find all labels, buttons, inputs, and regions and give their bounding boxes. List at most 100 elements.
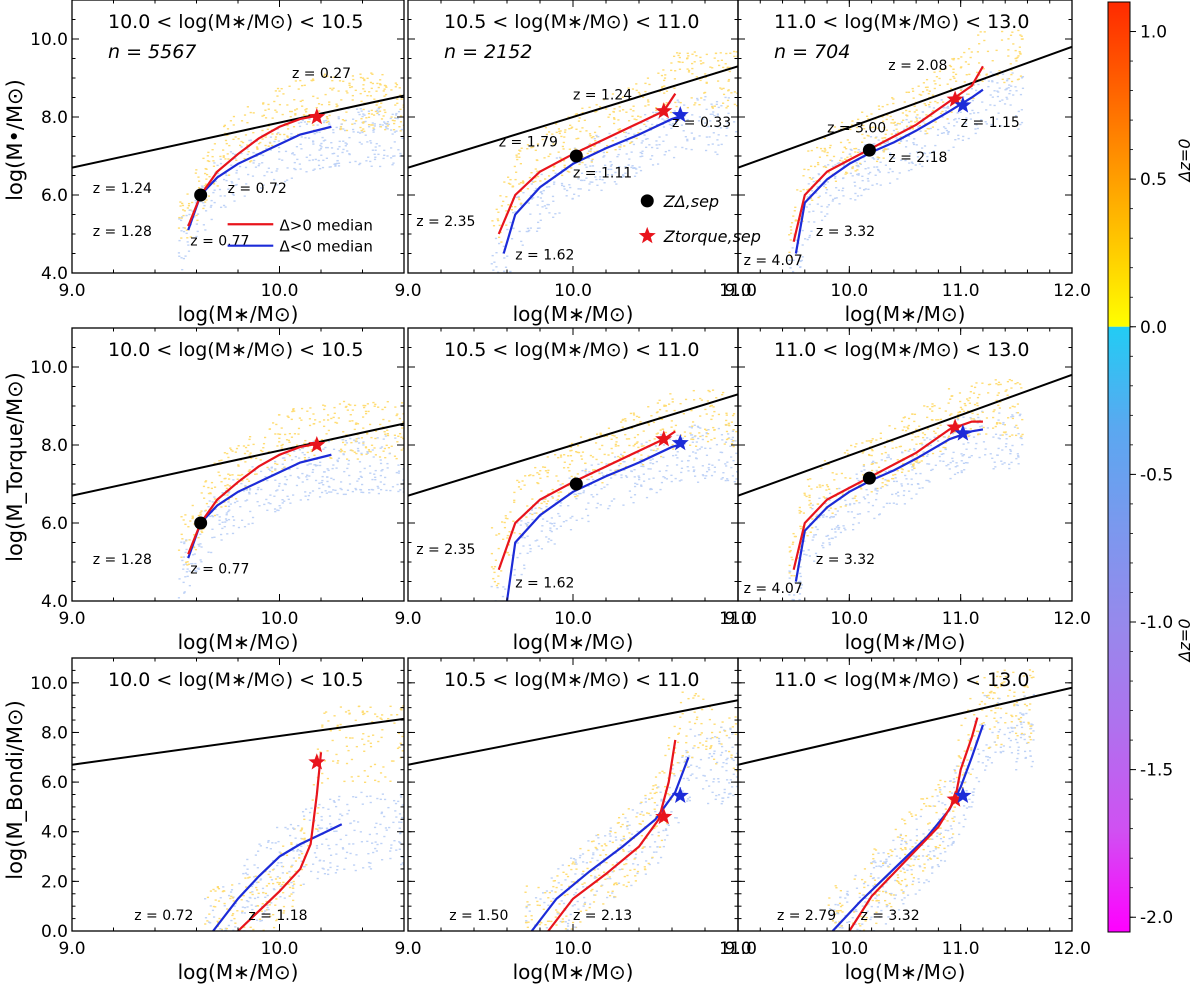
blue-median-line: [502, 113, 686, 254]
colorbar-tick-label: -1.0: [1140, 613, 1173, 633]
z-torque-sep-star: [946, 418, 964, 435]
red-median-line: [547, 739, 677, 931]
blue-sep-star: [954, 424, 972, 441]
row-ylabel-3: log(M_Bondi/M⊙): [3, 700, 28, 880]
redshift-annotation: z = 1.24: [93, 181, 152, 197]
panel-title: 11.0 < log(M∗/M⊙) < 13.0: [774, 11, 1029, 33]
legend-star-label: Ztorque,sep: [663, 227, 761, 246]
x-tick-label: 10.0: [261, 281, 299, 301]
redshift-annotation: z = 2.18: [888, 150, 947, 166]
redshift-annotation: z = 2.35: [416, 542, 475, 558]
redshift-annotation: z = 4.07: [744, 253, 803, 269]
panel-r1c1: z = 2.35 z = 1.62 9.0 10.0 11.0 log(M∗/M⊙) 10.…: [394, 327, 757, 654]
legend-blue-label: Δ<0 median: [280, 238, 373, 256]
blue-median-line: [831, 724, 984, 931]
z-torque-sep-star: [308, 753, 326, 770]
x-tick-label: 9.0: [724, 609, 751, 629]
legend: Δ>0 median Δ<0 median: [227, 216, 373, 256]
z-torque-sep-star: [655, 102, 673, 119]
y-tick-label: 0.0: [41, 922, 68, 942]
y-tick-label: 6.0: [41, 186, 68, 206]
x-tick-label: 9.0: [724, 939, 751, 959]
y-tick-label: 4.0: [41, 264, 68, 284]
plot-area: z = 2.35 z = 1.62: [408, 389, 738, 601]
x-tick-label: 10.0: [830, 281, 868, 301]
panel-title: 11.0 < log(M∗/M⊙) < 13.0: [774, 339, 1029, 361]
x-axis-label: log(M∗/M⊙): [513, 630, 634, 654]
plot-area: z = 3.32 z = 4.07: [738, 373, 1072, 601]
blue-median-line: [212, 823, 343, 931]
z-torque-sep-star: [308, 108, 326, 125]
y-tick-label: 4.0: [41, 823, 68, 843]
x-tick-label: 10.0: [830, 939, 868, 959]
red-median-line: [792, 420, 983, 571]
panel-frame: [71, 657, 405, 932]
particle-cloud: [177, 400, 404, 599]
x-tick-label: 9.0: [394, 609, 421, 629]
colorbar-frame: [1107, 1, 1131, 933]
z-delta-sep-dot: [194, 516, 208, 530]
blue-median-line: [530, 756, 690, 931]
red-median-line: [848, 717, 979, 931]
x-axis-label: log(M∗/M⊙): [513, 302, 634, 326]
colorbar-tick-label: -1.5: [1140, 761, 1173, 781]
plot-area: z = 1.24 z = 1.79 z = 0.33 z = 1.11 z = 2.35…: [408, 50, 738, 273]
redshift-annotation: z = 1.28: [93, 224, 152, 240]
row-ylabel-1: log(M•/M⊙): [3, 79, 27, 201]
redshift-annotation: z = 2.13: [573, 908, 632, 924]
reference-line: [738, 373, 1072, 497]
x-tick-label: 10.0: [261, 609, 299, 629]
panel-title: 10.0 < log(M∗/M⊙) < 10.5: [108, 339, 363, 361]
panel-title: 10.0 < log(M∗/M⊙) < 10.5: [108, 11, 363, 33]
panel-r0c2: z = 2.08 z = 3.00 z = 1.15 z = 2.18 z = 3.32…: [724, 0, 1091, 326]
redshift-annotation: z = 3.32: [816, 552, 875, 568]
ticks: [737, 327, 1073, 602]
x-axis-label: log(M∗/M⊙): [845, 302, 966, 326]
z-delta-sep-dot: [569, 149, 583, 163]
blue-sep-star: [671, 106, 689, 123]
z-torque-sep-star: [655, 430, 673, 447]
legend-dot-label: ZΔ,sep: [663, 192, 719, 211]
legend: ZΔ,sep Ztorque,sep: [638, 192, 761, 246]
colorbar-label-top: Δz=0: [1175, 139, 1194, 184]
x-tick-label: 10.0: [261, 939, 299, 959]
panel-r1c2: z = 3.32 z = 4.07 9.0 10.0 11.0 12.0 log(M∗/M⊙…: [724, 327, 1091, 654]
y-tick-label: 10.0: [30, 358, 68, 378]
panel-title: 10.5 < log(M∗/M⊙) < 11.0: [444, 11, 699, 33]
x-axis-label: log(M∗/M⊙): [178, 960, 299, 984]
colorbar-tick-label: -0.5: [1140, 465, 1173, 485]
z-torque-sep-star: [946, 90, 964, 107]
particle-cloud: [524, 691, 738, 931]
reference-line: [72, 717, 404, 766]
redshift-annotation: z = 3.32: [816, 224, 875, 240]
redshift-annotation: z = 0.72: [228, 181, 287, 197]
y-tick-label: 4.0: [41, 592, 68, 612]
redshift-annotation: z = 3.00: [827, 121, 886, 137]
redshift-annotation: z = 2.08: [888, 58, 947, 74]
colorbar-tick-label: -2.0: [1140, 908, 1173, 928]
redshift-annotation: z = 2.79: [777, 908, 836, 924]
x-tick-label: 12.0: [1053, 281, 1091, 301]
plot-area: z = 1.28 z = 0.77: [72, 400, 404, 599]
colorbar-tick-label: 0.5: [1140, 170, 1167, 190]
redshift-annotation: z = 4.07: [744, 581, 803, 597]
redshift-annotation: z = 1.28: [93, 552, 152, 568]
z-torque-sep-star: [308, 436, 326, 453]
legend-red-label: Δ>0 median: [280, 216, 373, 234]
blue-sep-star: [954, 786, 972, 803]
x-axis-label: log(M∗/M⊙): [845, 960, 966, 984]
legend-red-star: [638, 226, 656, 244]
panel-frame: [407, 327, 739, 602]
x-axis-label: log(M∗/M⊙): [178, 630, 299, 654]
redshift-annotation: z = 1.50: [449, 908, 508, 924]
panel-title: 10.5 < log(M∗/M⊙) < 11.0: [444, 669, 699, 691]
red-median-line: [237, 752, 323, 931]
panel-r2c0: z = 0.72 z = 1.18 9.0 10.0 0.0 2.0 4.0 6.0 8.0 10…: [30, 657, 405, 984]
y-tick-label: 6.0: [41, 773, 68, 793]
redshift-annotation: z = 0.27: [292, 66, 351, 82]
x-tick-label: 9.0: [394, 281, 421, 301]
x-tick-label: 11.0: [942, 939, 980, 959]
x-tick-label: 10.0: [554, 939, 592, 959]
y-tick-label: 10.0: [30, 30, 68, 50]
